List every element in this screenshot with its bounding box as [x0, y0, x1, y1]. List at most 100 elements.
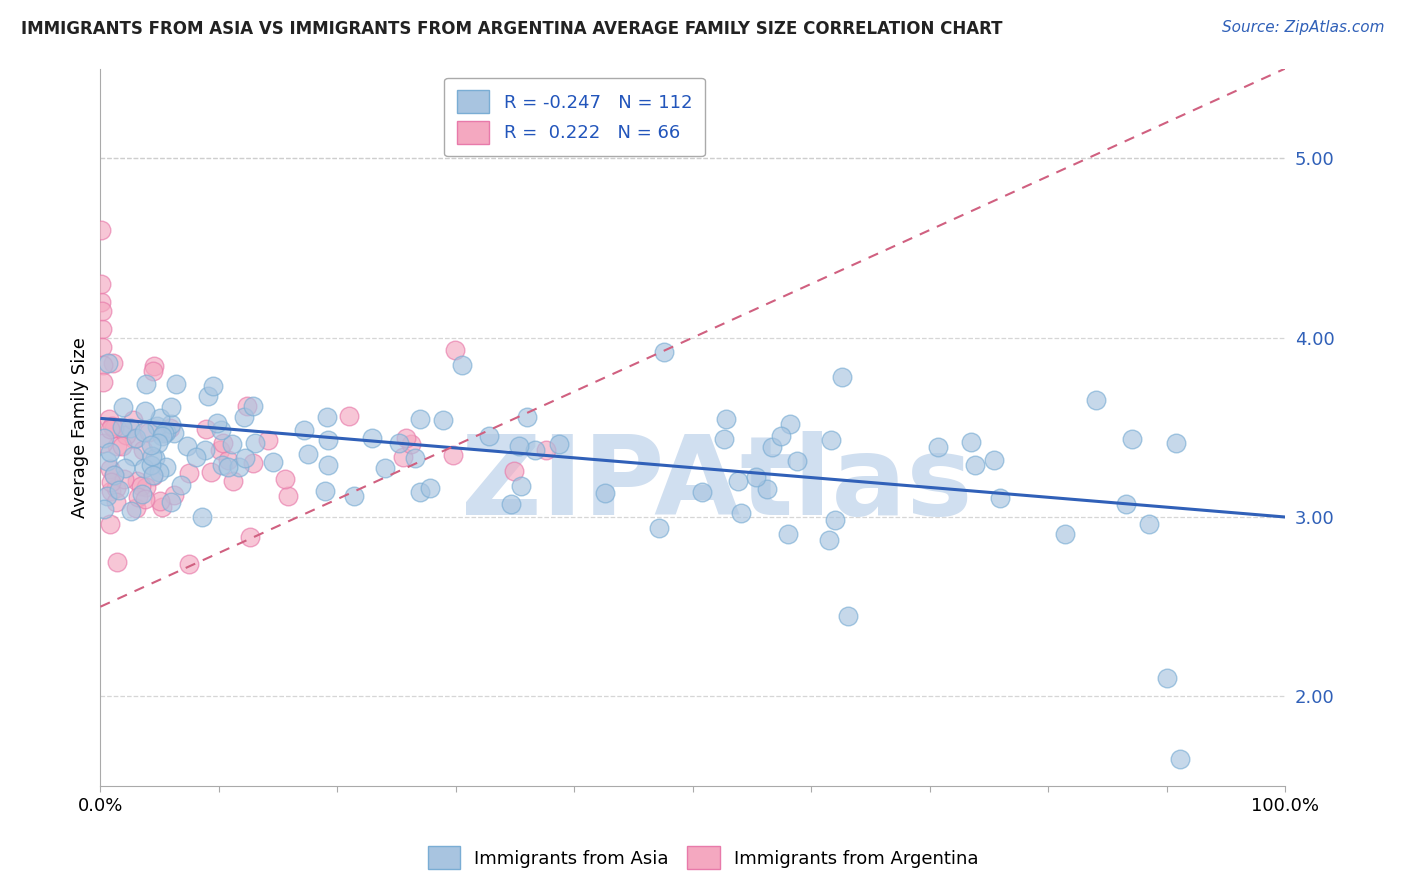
Point [207, 416, 229, 430]
Point [155, 425, 177, 440]
Point [143, 451, 166, 466]
Point [155, 459, 177, 474]
Point [361, 431, 384, 445]
Point [243, 436, 266, 450]
Point [779, 417, 801, 432]
Point [509, 479, 531, 493]
Point [93, 501, 115, 516]
Point [441, 448, 464, 462]
Point [409, 411, 432, 425]
Point [786, 454, 808, 468]
Point [516, 410, 538, 425]
Point [1084, 393, 1107, 408]
Point [692, 484, 714, 499]
Point [91, 376, 114, 390]
Point [135, 480, 157, 494]
Point [96, 489, 118, 503]
Point [211, 458, 233, 472]
Point [179, 466, 201, 480]
Point [165, 376, 187, 391]
Point [927, 440, 949, 454]
Point [399, 437, 422, 451]
Point [315, 409, 337, 424]
Point [150, 429, 173, 443]
Text: Source: ZipAtlas.com: Source: ZipAtlas.com [1222, 20, 1385, 35]
Point [388, 436, 411, 450]
Point [98, 422, 121, 436]
Point [98, 462, 121, 476]
Point [127, 490, 149, 504]
Point [191, 510, 214, 524]
Point [242, 456, 264, 470]
Point [404, 451, 426, 466]
Point [176, 439, 198, 453]
Point [90, 223, 112, 237]
Point [101, 419, 124, 434]
Point [769, 428, 792, 442]
Y-axis label: Average Family Size: Average Family Size [72, 337, 89, 517]
Point [163, 488, 186, 502]
Point [148, 465, 170, 479]
Point [392, 450, 415, 465]
Point [149, 411, 172, 425]
Point [499, 497, 522, 511]
Point [125, 431, 148, 445]
Point [163, 426, 186, 441]
Point [138, 425, 160, 439]
Point [103, 467, 125, 482]
Point [232, 410, 254, 425]
Point [141, 438, 163, 452]
Point [200, 466, 222, 480]
Point [134, 404, 156, 418]
Point [149, 494, 172, 508]
Point [129, 479, 152, 493]
Point [184, 450, 207, 465]
Point [1053, 526, 1076, 541]
Point [228, 460, 250, 475]
Point [90, 303, 112, 318]
Point [374, 461, 396, 475]
Point [960, 435, 983, 450]
Point [209, 423, 232, 437]
Point [395, 431, 418, 445]
Point [820, 433, 842, 447]
Point [756, 483, 779, 497]
Point [713, 432, 735, 446]
Point [120, 504, 142, 518]
Point [100, 484, 122, 499]
Point [314, 484, 336, 499]
Point [837, 608, 859, 623]
Point [139, 458, 162, 472]
Point [98, 411, 121, 425]
Point [262, 455, 284, 469]
Point [101, 356, 124, 370]
Point [100, 517, 122, 532]
Point [146, 418, 169, 433]
Point [983, 453, 1005, 467]
Point [134, 425, 156, 440]
Point [159, 421, 181, 435]
Point [274, 472, 297, 486]
Point [593, 485, 616, 500]
Point [114, 461, 136, 475]
Point [963, 458, 986, 473]
Point [195, 422, 218, 436]
Point [90, 294, 112, 309]
Point [159, 417, 181, 431]
Point [444, 343, 467, 357]
Point [97, 356, 120, 370]
Point [146, 436, 169, 450]
Point [761, 441, 783, 455]
Point [419, 481, 441, 495]
Point [451, 358, 474, 372]
Point [727, 474, 749, 488]
Point [239, 530, 262, 544]
Point [111, 439, 134, 453]
Point [90, 321, 112, 335]
Point [105, 439, 128, 453]
Point [150, 500, 173, 514]
Point [831, 370, 853, 384]
Point [217, 459, 239, 474]
Point [91, 435, 114, 450]
Point [292, 423, 315, 437]
